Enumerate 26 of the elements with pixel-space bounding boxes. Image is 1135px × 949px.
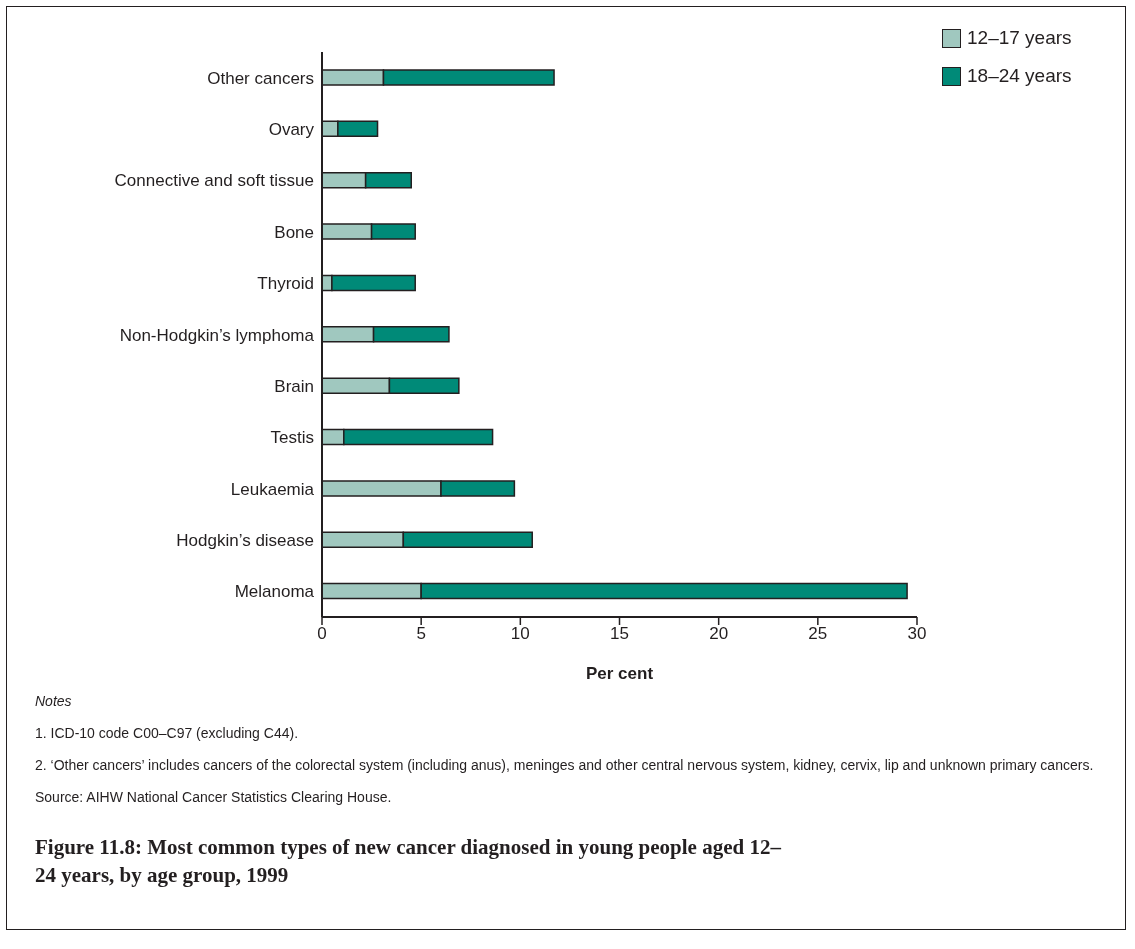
- y-tick-label: Bone: [274, 222, 314, 242]
- x-tick-label: 15: [610, 624, 629, 644]
- y-tick-label: Leukaemia: [230, 479, 315, 499]
- y-tick-label: Non-Hodgkin’s lymphoma: [119, 325, 315, 345]
- y-tick-label: Melanoma: [234, 582, 315, 602]
- text: Notes: [35, 692, 73, 711]
- x-tick-label: 25: [808, 624, 828, 644]
- text: 1. ICD-10 code C00–C97 (excluding C44).: [35, 724, 300, 743]
- source-note: Source: AIHW National Cancer Statistics Clearing House.: [35, 788, 393, 807]
- x-tick-label: 20: [709, 624, 729, 644]
- legend-label: 18–24 years: [967, 65, 1072, 87]
- x-tick-label: 10: [510, 624, 530, 644]
- y-tick-label: Connective and soft tissue: [114, 171, 314, 191]
- y-tick-label: Hodgkin’s disease: [176, 530, 314, 550]
- x-tick-label: 5: [416, 624, 426, 644]
- y-tick-label: Other cancers: [207, 68, 314, 88]
- y-tick-label: Thyroid: [257, 274, 314, 294]
- text: 2. ‘Other cancers’ includes cancers of the colorectal system (including anus), meninges and other central nervous system, kidney, cervix, lip and unknown primary cancers.: [35, 756, 1095, 775]
- x-tick-label: 30: [907, 624, 927, 644]
- y-tick-label: Brain: [274, 376, 314, 396]
- text: Figure 11.8: Most common types of new cancer diagnosed in young people aged 12–24 years, by age group, 1999: [34, 834, 782, 889]
- y-tick-label: Testis: [270, 428, 314, 448]
- legend-label: 12–17 years: [967, 27, 1072, 49]
- x-tick-label: 0: [317, 624, 327, 644]
- y-tick-label: Ovary: [268, 120, 315, 140]
- x-axis-title: Per cent: [585, 664, 654, 683]
